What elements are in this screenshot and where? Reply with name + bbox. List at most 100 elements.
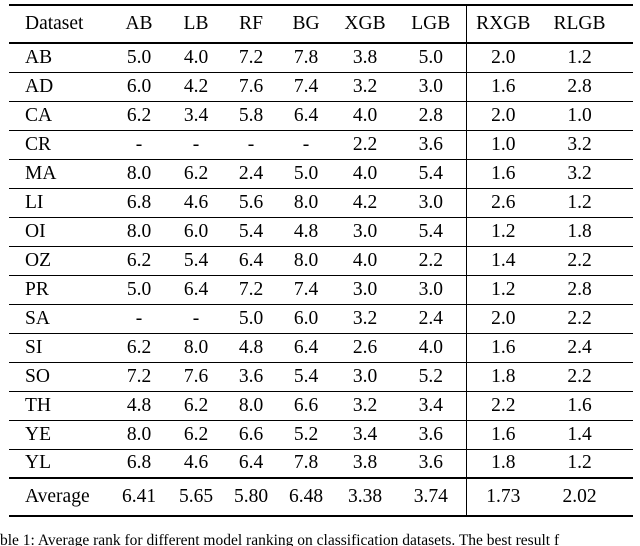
table-row: OI 8.0 6.0 5.4 4.8 3.0 5.4 1.2 1.8 [9,217,633,246]
col-header-dataset: Dataset [25,13,84,34]
table-row: YE 8.0 6.2 6.6 5.2 3.4 3.6 1.6 1.4 [9,420,633,449]
value-cell: 2.4 [567,336,592,358]
dataset-cell: PR [25,278,49,300]
value-cell: 3.4 [183,104,209,126]
value-cell: 6.4 [293,104,319,126]
value-cell: 2.02 [562,486,597,507]
table-row: PR 5.0 6.4 7.2 7.4 3.0 3.0 1.2 2.8 [9,275,633,304]
value-cell: - [247,133,255,155]
value-cell: 5.6 [238,191,264,213]
header-row: Dataset AB LB RF BG XGB LGB RXGB RLGB [9,5,633,43]
value-cell: 3.6 [396,130,467,159]
col-header-xgb: XGB [344,13,386,34]
table-row: LI 6.8 4.6 5.6 8.0 4.2 3.0 2.6 1.2 [9,188,633,217]
dataset-cell: OZ [25,249,51,271]
table-row: AD 6.0 4.2 7.6 7.4 3.2 3.0 1.6 2.8 [9,72,633,101]
value-cell: 3.0 [396,275,467,304]
value-cell: 4.0 [183,46,209,68]
dataset-cell: SI [25,336,43,358]
value-cell: 3.6 [238,365,264,387]
value-cell: 1.6 [491,423,516,445]
value-cell: 2.2 [567,307,592,329]
value-cell: - [192,307,200,329]
value-cell: 8.0 [238,394,264,416]
value-cell: 2.8 [567,278,592,300]
value-cell: 8.0 [293,191,319,213]
value-cell: 6.8 [126,452,152,474]
value-cell: 3.0 [352,220,378,242]
value-cell: 3.0 [352,278,378,300]
value-cell: 2.8 [567,75,592,97]
value-cell: 4.0 [396,333,467,362]
value-cell: 5.0 [126,46,152,68]
value-cell: 3.8 [352,46,378,68]
value-cell: 1.0 [567,104,592,126]
dataset-cell: OI [25,220,46,242]
col-header-rlgb: RLGB [553,13,606,34]
table-row: TH 4.8 6.2 8.0 6.6 3.2 3.4 2.2 1.6 [9,391,633,420]
value-cell: 3.2 [352,75,378,97]
value-cell: 7.6 [183,365,209,387]
dataset-cell: LI [25,191,44,213]
value-cell: 2.0 [491,46,516,68]
value-cell: - [302,133,310,155]
value-cell: 6.4 [183,278,209,300]
value-cell: 4.0 [352,104,378,126]
value-cell: - [135,133,143,155]
table-body: AB 5.0 4.0 7.2 7.8 3.8 5.0 2.0 1.2 AD 6.0 4.2 7.6 7.4… [9,43,633,478]
value-cell: 1.2 [491,278,516,300]
table-header: Dataset AB LB RF BG XGB LGB RXGB RLGB [9,5,633,43]
table-row: AB 5.0 4.0 7.2 7.8 3.8 5.0 2.0 1.2 [9,43,633,72]
value-cell: 5.2 [396,362,467,391]
value-cell: 5.0 [293,162,319,184]
value-cell: 1.2 [567,452,592,474]
value-cell: 1.2 [491,220,516,242]
table-row: CA 6.2 3.4 5.8 6.4 4.0 2.8 2.0 1.0 [9,101,633,130]
value-cell: 2.4 [238,162,264,184]
value-cell: - [135,307,143,329]
value-cell: 6.8 [126,191,152,213]
value-cell: 4.0 [352,249,378,271]
value-cell: 6.4 [293,336,319,358]
value-cell: 4.2 [352,191,378,213]
value-cell: 3.38 [347,486,383,507]
dataset-cell: MA [25,162,57,184]
value-cell: - [192,133,200,155]
value-cell: 2.6 [491,191,516,213]
value-cell: 3.6 [396,420,467,449]
value-cell: 6.2 [126,249,152,271]
value-cell: 1.8 [491,452,516,474]
table-row: SI 6.2 8.0 4.8 6.4 2.6 4.0 1.6 2.4 [9,333,633,362]
value-cell: 6.6 [293,394,319,416]
value-cell: 5.65 [178,486,214,507]
value-cell: 2.6 [352,336,378,358]
col-header-bg: BG [292,13,320,34]
value-cell: 4.8 [293,220,319,242]
value-cell: 8.0 [126,162,152,184]
table-row: CR - - - - 2.2 3.6 1.0 3.2 [9,130,633,159]
value-cell: 6.0 [126,75,152,97]
table-caption: ble 1: Average rank for different model … [0,532,560,546]
value-cell: 3.8 [352,452,378,474]
value-cell: 3.2 [567,162,592,184]
value-cell: 7.6 [238,75,264,97]
value-cell: 3.0 [352,365,378,387]
value-cell: 2.2 [352,133,378,155]
value-cell: 6.0 [293,307,319,329]
value-cell: 4.6 [183,452,209,474]
average-row: Average 6.41 5.65 5.80 6.48 3.38 3.74 1.73 2.02 [9,478,633,516]
dataset-cell: CR [25,133,52,155]
value-cell: 5.0 [126,278,152,300]
value-cell: 5.4 [396,159,467,188]
value-cell: 6.2 [183,394,209,416]
col-header-lb: LB [183,13,209,34]
value-cell: 5.4 [238,220,264,242]
col-header-rxgb: RXGB [476,13,531,34]
value-cell: 1.73 [486,486,521,507]
col-header-rf: RF [239,13,263,34]
col-header-ab: AB [125,13,153,34]
value-cell: 2.4 [396,304,467,333]
value-cell: 1.8 [491,365,516,387]
value-cell: 5.4 [293,365,319,387]
value-cell: 3.4 [396,391,467,420]
